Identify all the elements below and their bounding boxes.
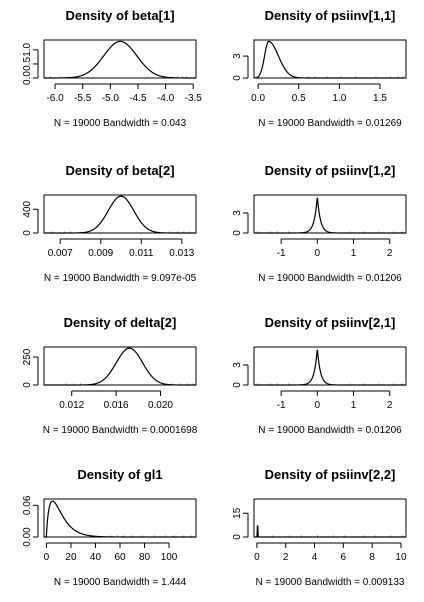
x-tick-label: -6.0	[46, 93, 64, 104]
density-panel: Density of delta[2] 0.012 0.016 0.020 0 250 N …	[22, 315, 198, 436]
y-tick-label: 250	[22, 348, 33, 365]
x-tick-label: 0.5	[292, 93, 306, 104]
y-tick-label: 0	[22, 382, 33, 388]
y-tick-label: 3	[232, 362, 243, 368]
density-panel: Density of psiinv[2,2] 0 2 4 6 8 10 0 15 N = 1900…	[232, 467, 407, 588]
plot-subtitle: N = 19000 Bandwidth = 9.097e-05	[44, 273, 197, 284]
plot-title: Density of psiinv[1,2]	[265, 163, 396, 178]
plot-title: Density of gl1	[77, 467, 162, 482]
x-tick-label: 6	[341, 552, 347, 563]
y-tick-label: 0.5	[22, 57, 33, 71]
x-tick-label: 0.013	[169, 248, 194, 259]
plot-title: Density of beta[2]	[65, 163, 174, 178]
y-tick-label: 15	[232, 507, 243, 519]
density-curve	[254, 349, 406, 386]
x-tick-label: -1	[277, 248, 286, 259]
x-tick-label: 2	[387, 248, 393, 259]
x-tick-label: 0.020	[148, 400, 173, 411]
x-tick-label: 0	[44, 552, 50, 563]
y-tick-label: 0	[232, 534, 243, 540]
plot-subtitle: N = 19000 Bandwidth = 0.0001698	[43, 425, 198, 436]
x-tick-label: 0.016	[104, 400, 129, 411]
x-tick-label: 0.009	[88, 248, 113, 259]
y-tick-label: 1.0	[22, 42, 33, 56]
plot-frame	[253, 498, 407, 538]
x-tick-label: -4.0	[157, 93, 175, 104]
x-tick-label: 40	[90, 552, 102, 563]
y-tick-label: 0	[22, 230, 33, 236]
x-tick-label: -3.5	[185, 93, 203, 104]
y-tick-label: 3	[232, 210, 243, 216]
y-tick-label: 0	[232, 230, 243, 236]
x-tick-label: 0.0	[251, 93, 265, 104]
x-tick-label: 0.012	[59, 400, 84, 411]
plot-title: Density of delta[2]	[64, 315, 177, 330]
density-curve	[44, 40, 196, 79]
x-tick-label: 4	[312, 552, 318, 563]
x-tick-label: 1	[351, 248, 357, 259]
x-tick-label: 0.007	[48, 248, 73, 259]
plot-frame	[253, 39, 407, 79]
plot-title: Density of psiinv[2,2]	[265, 467, 396, 482]
plot-frame	[43, 39, 197, 79]
plot-title: Density of psiinv[2,1]	[265, 315, 396, 330]
x-tick-label: 1	[351, 400, 357, 411]
plot-subtitle: N = 19000 Bandwidth = 0.009133	[255, 577, 404, 588]
plot-frame	[253, 346, 407, 386]
density-panel: Density of psiinv[1,1] 0.0 0.5 1.0 1.5 0 3 N = …	[232, 8, 407, 129]
density-panel: Density of beta[2] 0.007 0.009 0.011 0.013 0 4…	[22, 163, 197, 284]
x-tick-label: 1.5	[373, 93, 387, 104]
plot-subtitle: N = 19000 Bandwidth = 0.01269	[258, 118, 402, 129]
plot-subtitle: N = 19000 Bandwidth = 0.01206	[258, 425, 402, 436]
plot-frame	[43, 194, 197, 234]
y-tick-label: 0.06	[22, 495, 33, 515]
x-tick-label: 0	[315, 248, 321, 259]
y-tick-label: 3	[232, 53, 243, 59]
x-tick-label: -5.0	[102, 93, 120, 104]
y-tick-label: 400	[22, 200, 33, 217]
density-curve	[44, 347, 196, 386]
x-tick-label: 8	[369, 552, 375, 563]
plot-frame	[43, 498, 197, 538]
x-tick-label: -5.5	[74, 93, 92, 104]
plot-subtitle: N = 19000 Bandwidth = 0.01206	[258, 273, 402, 284]
x-tick-label: 2	[283, 552, 289, 563]
plot-title: Density of psiinv[1,1]	[265, 8, 396, 23]
y-tick-label: 0.00	[22, 527, 33, 547]
x-tick-label: 2	[387, 400, 393, 411]
x-tick-label: 100	[161, 552, 178, 563]
density-panel: Density of psiinv[2,1] -1 0 1 2 0 3 N = 19000 B…	[232, 315, 407, 436]
plot-title: Density of beta[1]	[65, 8, 174, 23]
x-tick-label: 20	[65, 552, 77, 563]
y-tick-label: 0.0	[22, 71, 33, 85]
plot-subtitle: N = 19000 Bandwidth = 0.043	[54, 118, 187, 129]
plot-frame	[253, 194, 407, 234]
x-tick-label: 1.0	[332, 93, 346, 104]
density-panel: Density of gl1 0 20 40 60 80 100 0.00 0.06 N = 19…	[22, 467, 197, 588]
density-curve	[44, 195, 196, 234]
x-tick-label: 0.011	[129, 248, 154, 259]
density-panel: Density of beta[1] -6.0 -5.5 -5.0 -4.5 -4.0 -3…	[22, 8, 202, 129]
plot-frame	[43, 346, 197, 386]
density-panel: Density of psiinv[1,2] -1 0 1 2 0 3 N = 19000 B…	[232, 163, 407, 284]
x-tick-label: -1	[277, 400, 286, 411]
y-tick-label: 0	[232, 382, 243, 388]
density-curve	[253, 40, 406, 79]
density-curve	[254, 197, 406, 234]
x-tick-label: 0	[315, 400, 321, 411]
x-tick-label: -4.5	[129, 93, 147, 104]
y-tick-label: 0	[232, 75, 243, 81]
plot-subtitle: N = 19000 Bandwidth = 1.444	[54, 577, 187, 588]
x-tick-label: 10	[395, 552, 407, 563]
density-curve	[254, 525, 406, 538]
x-tick-label: 60	[114, 552, 126, 563]
density-curve	[44, 500, 196, 538]
x-tick-label: 0	[254, 552, 260, 563]
x-tick-label: 80	[139, 552, 151, 563]
